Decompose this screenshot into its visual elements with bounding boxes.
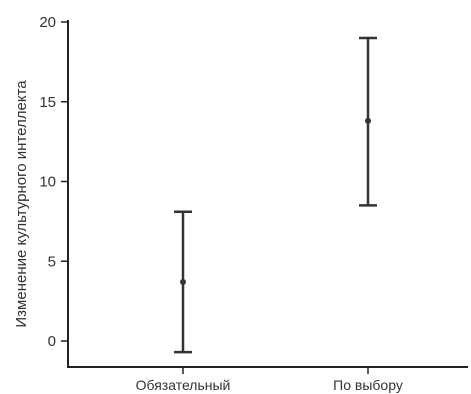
error-bar <box>174 210 192 354</box>
y-tick-label: 0 <box>48 333 56 350</box>
x-tick-label: Обязательный <box>136 377 231 393</box>
y-tick-label: 15 <box>39 94 56 111</box>
error-bar <box>359 36 377 207</box>
x-tick-label: По выбору <box>333 377 403 393</box>
mean-point <box>365 117 371 124</box>
y-tick-label: 20 <box>39 14 56 31</box>
y-ticks: 0 5 10 15 20 <box>39 14 68 350</box>
mean-point <box>180 278 186 285</box>
y-axis-title: Изменение культурного интеллекта <box>13 80 30 328</box>
y-tick-label: 10 <box>39 174 56 191</box>
y-tick-label: 5 <box>48 253 56 270</box>
error-bars <box>174 36 377 354</box>
x-ticks: Обязательный По выбору <box>136 367 403 393</box>
